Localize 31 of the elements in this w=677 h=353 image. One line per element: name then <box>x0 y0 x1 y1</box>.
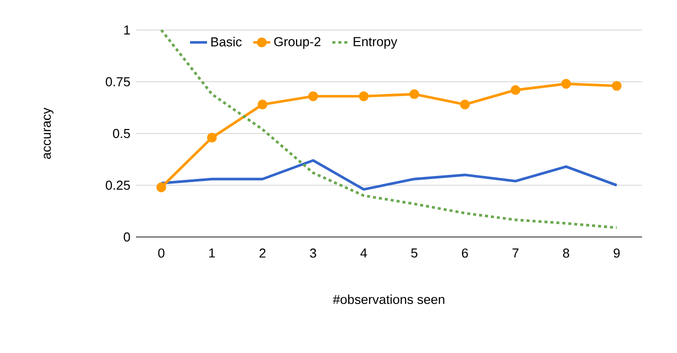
x-tick-label: 7 <box>512 248 518 258</box>
x-tick-label: 2 <box>260 248 266 258</box>
point <box>460 100 470 110</box>
y-tick-label: 0.5 <box>112 128 130 138</box>
point <box>258 100 268 110</box>
legend-label: Basic <box>211 36 242 46</box>
legend-label: Entropy <box>354 37 398 49</box>
point <box>409 89 420 100</box>
point <box>358 91 369 102</box>
x-tick-label: 8 <box>563 248 570 258</box>
y-tick-label: 1 <box>124 26 130 34</box>
line-series <box>160 28 618 229</box>
point <box>156 182 166 192</box>
x-tick-label: 0 <box>158 248 164 258</box>
y-tick-label: 0 <box>124 232 130 242</box>
point <box>612 81 622 91</box>
y-tick-label: 0.25 <box>106 180 130 190</box>
y-tick-label: 0.75 <box>106 77 130 86</box>
x-tick-label: 4 <box>360 248 367 258</box>
x-tick-label: 5 <box>411 248 418 258</box>
x-tick-label: 6 <box>462 248 468 258</box>
point <box>308 91 318 102</box>
point <box>207 132 217 143</box>
x-tick-label: 3 <box>310 248 316 258</box>
y-axis-title: accuracy <box>44 108 54 159</box>
point <box>561 78 571 89</box>
x-axis-title: #observations seen <box>332 294 444 304</box>
x-tick-label: 9 <box>614 248 620 258</box>
legend-label: Group-2 <box>274 37 320 49</box>
x-tick-label: 1 <box>209 248 215 258</box>
point <box>510 85 520 95</box>
